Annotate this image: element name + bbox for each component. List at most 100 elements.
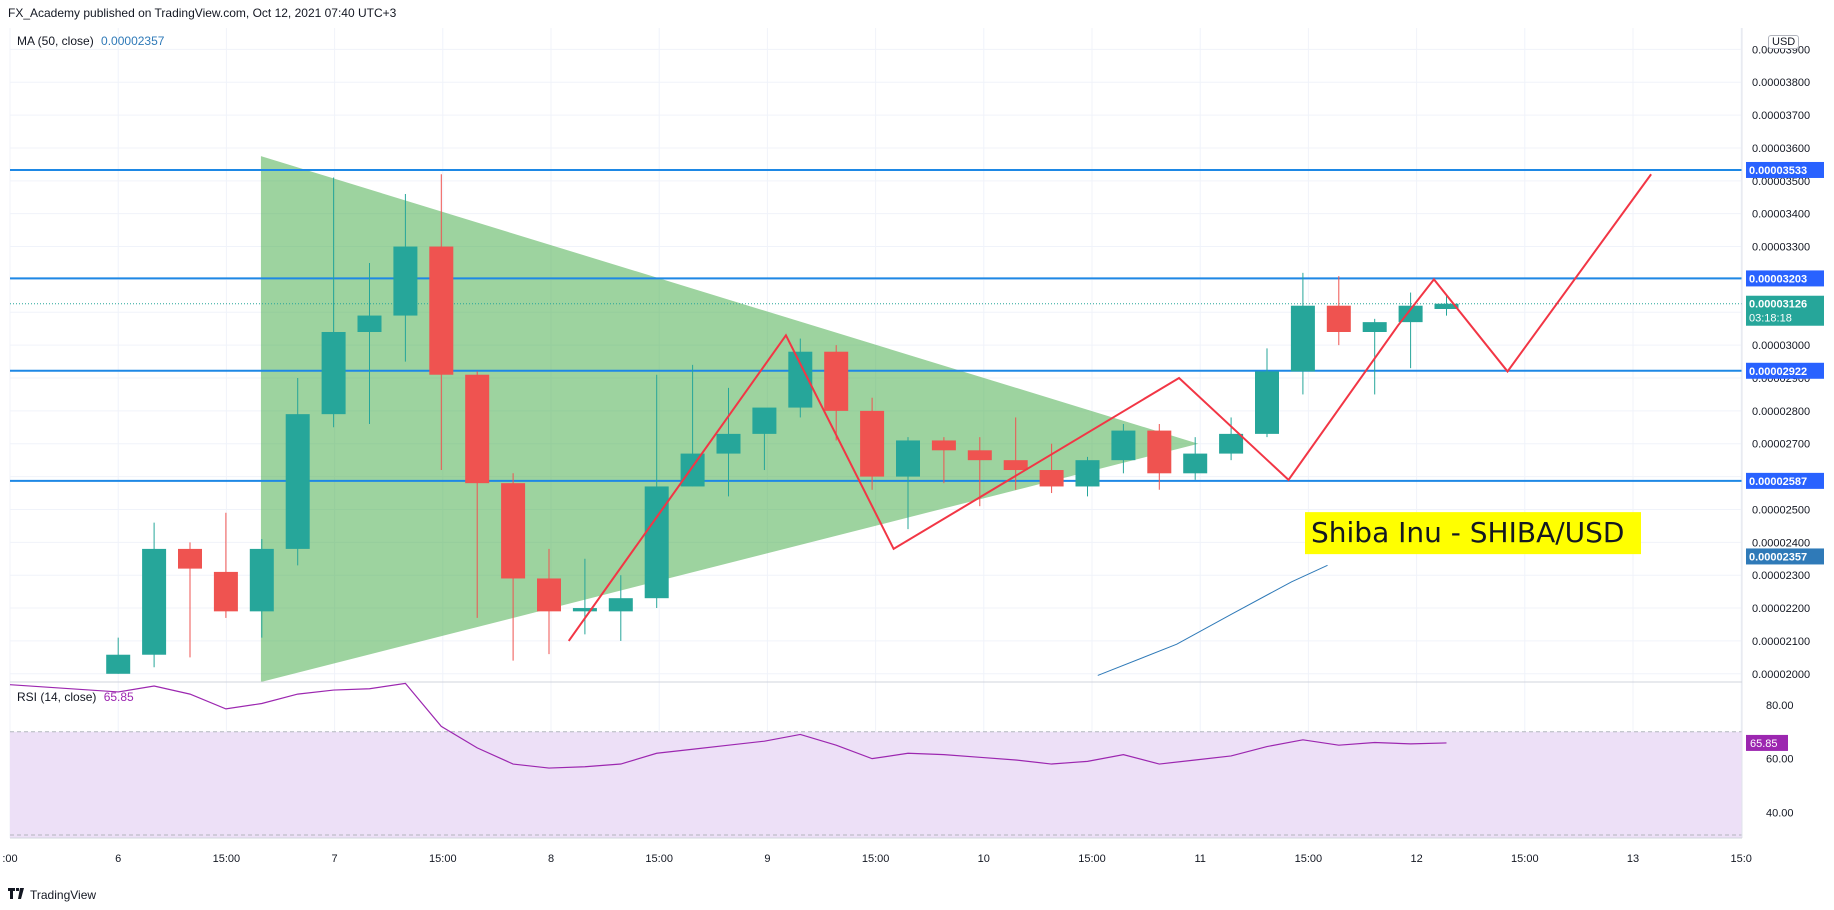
time-tick-label: 6 — [115, 853, 121, 865]
candle-body[interactable] — [1111, 430, 1136, 461]
level-price-label-box — [1746, 270, 1824, 287]
tradingview-logo-icon — [8, 887, 26, 902]
candle-body[interactable] — [1075, 460, 1100, 487]
annotation-box[interactable] — [1305, 512, 1641, 555]
candle-body[interactable] — [608, 598, 633, 612]
price-tick-label: 0.00002300 — [1752, 570, 1810, 582]
rsi-line[interactable] — [9, 682, 1447, 769]
price-tick-label: 0.00003600 — [1752, 143, 1810, 155]
candle-body[interactable] — [572, 608, 597, 612]
candle-body[interactable] — [213, 571, 238, 612]
annotation-text: Shiba Inu - SHIBA/USD — [1311, 516, 1625, 549]
axes: 0.00002000 0.00002100 0.00002200 0.00002300… — [2, 28, 1810, 865]
candle-body[interactable] — [716, 433, 741, 454]
candle-body[interactable] — [1003, 460, 1028, 471]
candle-body[interactable] — [752, 407, 777, 434]
candle-body[interactable] — [860, 410, 885, 477]
ma-price-label: 0.00002357 — [1749, 551, 1807, 563]
currency-badge[interactable]: USD — [1768, 35, 1800, 49]
time-tick-label: :00 — [2, 853, 17, 865]
time-tick-label: 15:00 — [645, 853, 673, 865]
candle-body[interactable] — [321, 331, 346, 415]
rsi-legend[interactable]: RSI (14, close) 65.85 — [17, 690, 134, 704]
candle-body[interactable] — [249, 548, 274, 612]
time-tick-label: 15:00 — [1511, 853, 1539, 865]
rsi-legend-label: RSI (14, close) — [17, 690, 97, 704]
candle-body[interactable] — [1183, 453, 1208, 474]
candle-body[interactable] — [1434, 303, 1459, 309]
time-tick-label: 13 — [1627, 853, 1639, 865]
candle-body[interactable] — [1326, 305, 1351, 332]
triangle-shape — [260, 156, 1199, 683]
ma-line[interactable] — [1097, 564, 1328, 676]
candle-body[interactable] — [967, 450, 992, 461]
rsi-value-label: 65.85 — [1750, 738, 1778, 750]
candle-body[interactable] — [1219, 433, 1244, 454]
level-price-label: 0.00003533 — [1749, 165, 1807, 177]
candle-body[interactable] — [896, 440, 920, 477]
candle-body[interactable] — [931, 440, 956, 451]
candles — [106, 174, 1459, 674]
candle-body[interactable] — [644, 486, 669, 599]
rsi-line — [9, 682, 1447, 769]
price-tick-label: 0.00003700 — [1752, 110, 1810, 122]
candle-body[interactable] — [1147, 430, 1172, 474]
time-tick-label: 7 — [332, 853, 338, 865]
candle-body[interactable] — [285, 414, 310, 549]
ma-legend-value: 0.00002357 — [101, 34, 165, 48]
rsi-tick-label: 40.00 — [1766, 807, 1794, 819]
time-tick-label: 10 — [978, 853, 990, 865]
candle-body[interactable] — [537, 578, 561, 612]
level-price-label: 0.00003203 — [1749, 273, 1807, 285]
candle-body[interactable] — [357, 315, 382, 332]
projection-zigzag — [567, 173, 1652, 642]
candle-body[interactable] — [1290, 305, 1315, 372]
time-tick-label: 15:0 — [1730, 853, 1751, 865]
price-tick-label: 0.00003500 — [1752, 176, 1810, 188]
candle-body[interactable] — [1255, 371, 1279, 434]
price-tick-label: 0.00002800 — [1752, 406, 1810, 418]
price-axis-labels: 0.00003533 0.00003203 0.00002922 0.00002587… — [1746, 161, 1824, 751]
rsi-tick-label: 80.00 — [1766, 700, 1794, 712]
candle-body[interactable] — [1039, 470, 1064, 487]
time-tick-label: 15:00 — [1295, 853, 1323, 865]
time-tick-label: 15:00 — [862, 853, 890, 865]
price-tick-label: 0.00002400 — [1752, 537, 1810, 549]
chart-annotation: Shiba Inu - SHIBA/USD — [1305, 512, 1641, 555]
ma-price-label-box — [1746, 548, 1824, 565]
ma-legend-label: MA (50, close) — [17, 34, 94, 48]
footer: TradingView — [8, 887, 96, 902]
rsi-legend-value: 65.85 — [103, 690, 134, 704]
price-tick-label: 0.00002700 — [1752, 439, 1810, 451]
ma-legend[interactable]: MA (50, close) 0.00002357 — [17, 34, 164, 48]
time-tick-label: 15:00 — [213, 853, 241, 865]
time-tick-label: 9 — [764, 853, 770, 865]
candle-body[interactable] — [680, 453, 705, 487]
candle-body[interactable] — [429, 246, 454, 375]
triangle-pattern — [260, 156, 1199, 683]
candle-body[interactable] — [142, 548, 167, 655]
price-tick-label: 0.00002000 — [1752, 669, 1810, 681]
moving-average-line — [1097, 564, 1328, 676]
candle-body[interactable] — [465, 374, 490, 484]
level-price-label-box — [1746, 362, 1824, 379]
time-tick-label: 15:00 — [429, 853, 457, 865]
candle-body[interactable] — [178, 548, 202, 569]
current-price-label-countdown: 03:18:18 — [1749, 313, 1792, 325]
time-tick-label: 15:00 — [1078, 853, 1106, 865]
price-tick-label: 0.00003300 — [1752, 242, 1810, 254]
level-price-label: 0.00002922 — [1749, 366, 1807, 378]
candle-body[interactable] — [501, 483, 526, 579]
zigzag-line[interactable] — [567, 173, 1652, 642]
level-price-label-box — [1746, 472, 1824, 489]
rsi-band — [10, 731, 1742, 838]
candle-body[interactable] — [1362, 322, 1387, 332]
price-tick-label: 0.00002500 — [1752, 504, 1810, 516]
level-price-label: 0.00002587 — [1749, 476, 1807, 488]
publisher-line: FX_Academy published on TradingView.com,… — [8, 6, 397, 20]
candle-body[interactable] — [393, 246, 418, 316]
time-tick-label: 11 — [1194, 853, 1205, 865]
price-tick-label: 0.00003800 — [1752, 77, 1810, 89]
candle-body[interactable] — [824, 351, 849, 411]
candle-body[interactable] — [106, 654, 131, 674]
